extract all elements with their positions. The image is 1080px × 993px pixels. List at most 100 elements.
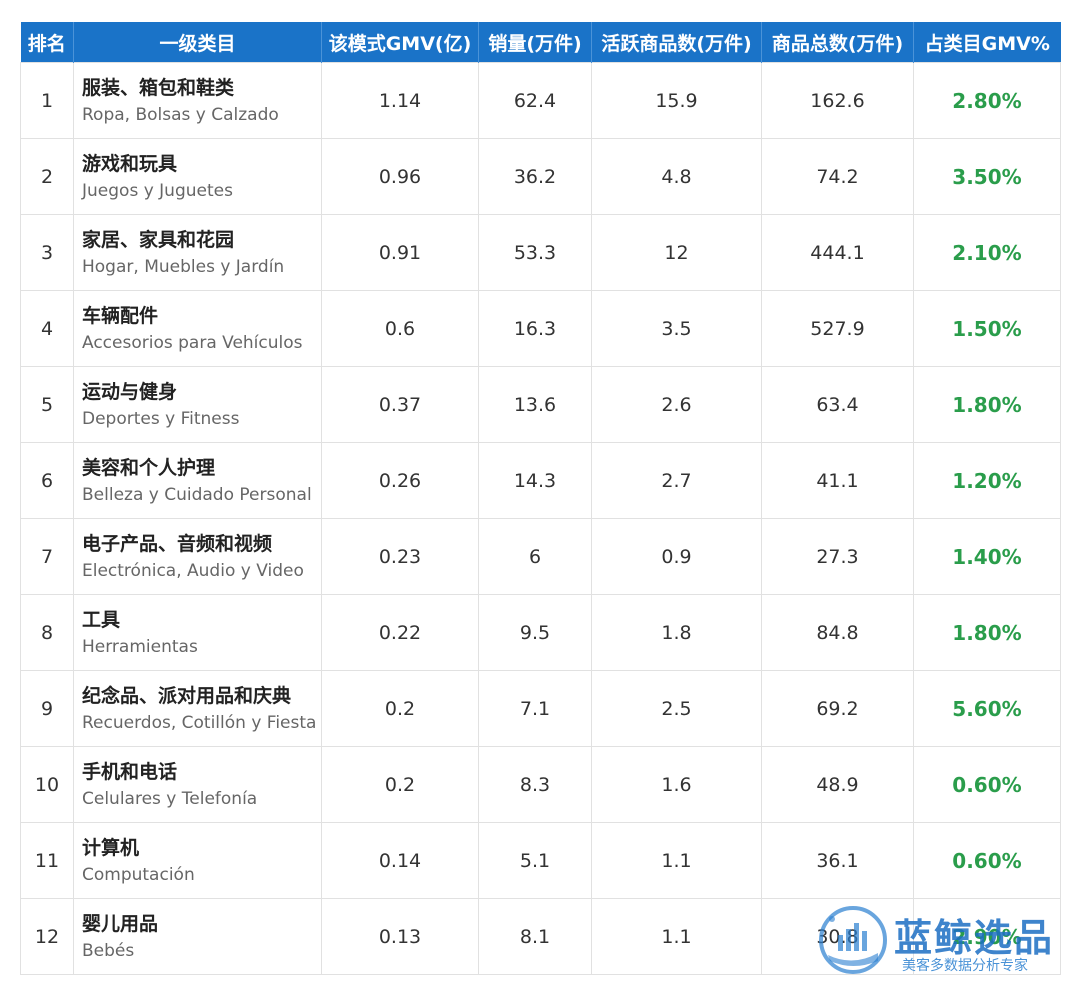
gmv-share-cell: 1.40% (913, 518, 1061, 595)
category-es: Herramientas (82, 636, 198, 657)
rank-cell: 4 (20, 290, 74, 367)
total-items-cell: 63.4 (761, 366, 914, 443)
sales-cell: 5.1 (478, 822, 592, 899)
active-items-cell: 0.9 (591, 518, 762, 595)
rank-cell: 10 (20, 746, 74, 823)
table-container: 排名 一级类目 该模式GMV(亿) 销量(万件) 活跃商品数(万件) 商品总数(… (20, 22, 1061, 975)
category-zh: 婴儿用品 (82, 912, 159, 935)
header-rank[interactable]: 排名 (20, 22, 74, 63)
gmv-cell: 0.2 (321, 746, 479, 823)
header-total-items[interactable]: 商品总数(万件) (761, 22, 914, 63)
table-row: 2 游戏和玩具 Juegos y Juguetes 0.96 36.2 4.8 … (20, 138, 1061, 215)
active-items-cell: 12 (591, 214, 762, 291)
sales-cell: 36.2 (478, 138, 592, 215)
total-items-cell: 41.1 (761, 442, 914, 519)
table-row: 12 婴儿用品 Bebés 0.13 8.1 1.1 30.8 2.90% (20, 898, 1061, 975)
category-es: Computación (82, 864, 195, 885)
sales-cell: 13.6 (478, 366, 592, 443)
watermark-logo: 蓝鲸选品 美客多数据分析专家 (818, 905, 1058, 979)
total-items-cell: 444.1 (761, 214, 914, 291)
category-zh: 游戏和玩具 (82, 152, 178, 175)
category-cell: 车辆配件 Accesorios para Vehículos (73, 290, 322, 367)
header-category[interactable]: 一级类目 (73, 22, 322, 63)
sales-cell: 62.4 (478, 62, 592, 139)
category-es: Electrónica, Audio y Video (82, 560, 304, 581)
category-es: Bebés (82, 940, 135, 961)
rank-cell: 8 (20, 594, 74, 671)
total-items-cell: 48.9 (761, 746, 914, 823)
gmv-share-cell: 3.50% (913, 138, 1061, 215)
category-zh: 手机和电话 (82, 760, 178, 783)
category-cell: 手机和电话 Celulares y Telefonía (73, 746, 322, 823)
category-zh: 家居、家具和花园 (82, 228, 235, 251)
gmv-cell: 0.22 (321, 594, 479, 671)
sales-cell: 8.1 (478, 898, 592, 975)
category-cell: 游戏和玩具 Juegos y Juguetes (73, 138, 322, 215)
total-items-cell: 74.2 (761, 138, 914, 215)
category-zh: 车辆配件 (82, 304, 159, 327)
rank-cell: 5 (20, 366, 74, 443)
category-cell: 电子产品、音频和视频 Electrónica, Audio y Video (73, 518, 322, 595)
header-gmv-share[interactable]: 占类目GMV% (913, 22, 1061, 63)
category-zh: 计算机 (82, 836, 140, 859)
category-cell: 服装、箱包和鞋类 Ropa, Bolsas y Calzado (73, 62, 322, 139)
gmv-cell: 0.14 (321, 822, 479, 899)
category-zh: 美容和个人护理 (82, 456, 216, 479)
active-items-cell: 2.5 (591, 670, 762, 747)
gmv-share-cell: 2.90% (913, 898, 1061, 975)
gmv-cell: 0.13 (321, 898, 479, 975)
gmv-share-cell: 1.20% (913, 442, 1061, 519)
gmv-cell: 1.14 (321, 62, 479, 139)
rank-cell: 6 (20, 442, 74, 519)
header-sales[interactable]: 销量(万件) (478, 22, 592, 63)
table-row: 9 纪念品、派对用品和庆典 Recuerdos, Cotillón y Fies… (20, 670, 1061, 747)
active-items-cell: 3.5 (591, 290, 762, 367)
table-header-row: 排名 一级类目 该模式GMV(亿) 销量(万件) 活跃商品数(万件) 商品总数(… (20, 22, 1061, 63)
header-active-items[interactable]: 活跃商品数(万件) (591, 22, 762, 63)
category-cell: 纪念品、派对用品和庆典 Recuerdos, Cotillón y Fiesta (73, 670, 322, 747)
total-items-cell: 27.3 (761, 518, 914, 595)
category-es: Celulares y Telefonía (82, 788, 258, 809)
rank-cell: 11 (20, 822, 74, 899)
active-items-cell: 1.1 (591, 898, 762, 975)
table-row: 1 服装、箱包和鞋类 Ropa, Bolsas y Calzado 1.14 6… (20, 62, 1061, 139)
table-row: 3 家居、家具和花园 Hogar, Muebles y Jardín 0.91 … (20, 214, 1061, 291)
category-zh: 运动与健身 (82, 380, 178, 403)
gmv-cell: 0.6 (321, 290, 479, 367)
total-items-cell: 36.1 (761, 822, 914, 899)
gmv-share-cell: 1.80% (913, 594, 1061, 671)
watermark-title: 蓝鲸选品 (894, 916, 1055, 960)
category-es: Hogar, Muebles y Jardín (82, 256, 285, 277)
category-zh: 纪念品、派对用品和庆典 (82, 684, 292, 707)
category-es: Belleza y Cuidado Personal (82, 484, 312, 505)
rank-cell: 9 (20, 670, 74, 747)
gmv-cell: 0.37 (321, 366, 479, 443)
header-gmv[interactable]: 该模式GMV(亿) (321, 22, 479, 63)
category-es: Accesorios para Vehículos (82, 332, 303, 353)
total-items-cell: 69.2 (761, 670, 914, 747)
gmv-share-cell: 5.60% (913, 670, 1061, 747)
sales-cell: 6 (478, 518, 592, 595)
category-zh: 服装、箱包和鞋类 (82, 76, 235, 99)
total-items-cell: 527.9 (761, 290, 914, 367)
table-row: 4 车辆配件 Accesorios para Vehículos 0.6 16.… (20, 290, 1061, 367)
gmv-share-cell: 1.80% (913, 366, 1061, 443)
table-row: 8 工具 Herramientas 0.22 9.5 1.8 84.8 1.80… (20, 594, 1061, 671)
sales-cell: 7.1 (478, 670, 592, 747)
category-cell: 工具 Herramientas (73, 594, 322, 671)
gmv-cell: 0.23 (321, 518, 479, 595)
rank-cell: 3 (20, 214, 74, 291)
gmv-share-cell: 1.50% (913, 290, 1061, 367)
gmv-share-cell: 0.60% (913, 822, 1061, 899)
category-es: Ropa, Bolsas y Calzado (82, 104, 279, 125)
active-items-cell: 4.8 (591, 138, 762, 215)
total-items-cell: 162.6 (761, 62, 914, 139)
sales-cell: 16.3 (478, 290, 592, 367)
gmv-cell: 0.26 (321, 442, 479, 519)
gmv-cell: 0.96 (321, 138, 479, 215)
table-row: 6 美容和个人护理 Belleza y Cuidado Personal 0.2… (20, 442, 1061, 519)
rank-cell: 1 (20, 62, 74, 139)
rank-cell: 7 (20, 518, 74, 595)
active-items-cell: 1.1 (591, 822, 762, 899)
gmv-cell: 0.2 (321, 670, 479, 747)
